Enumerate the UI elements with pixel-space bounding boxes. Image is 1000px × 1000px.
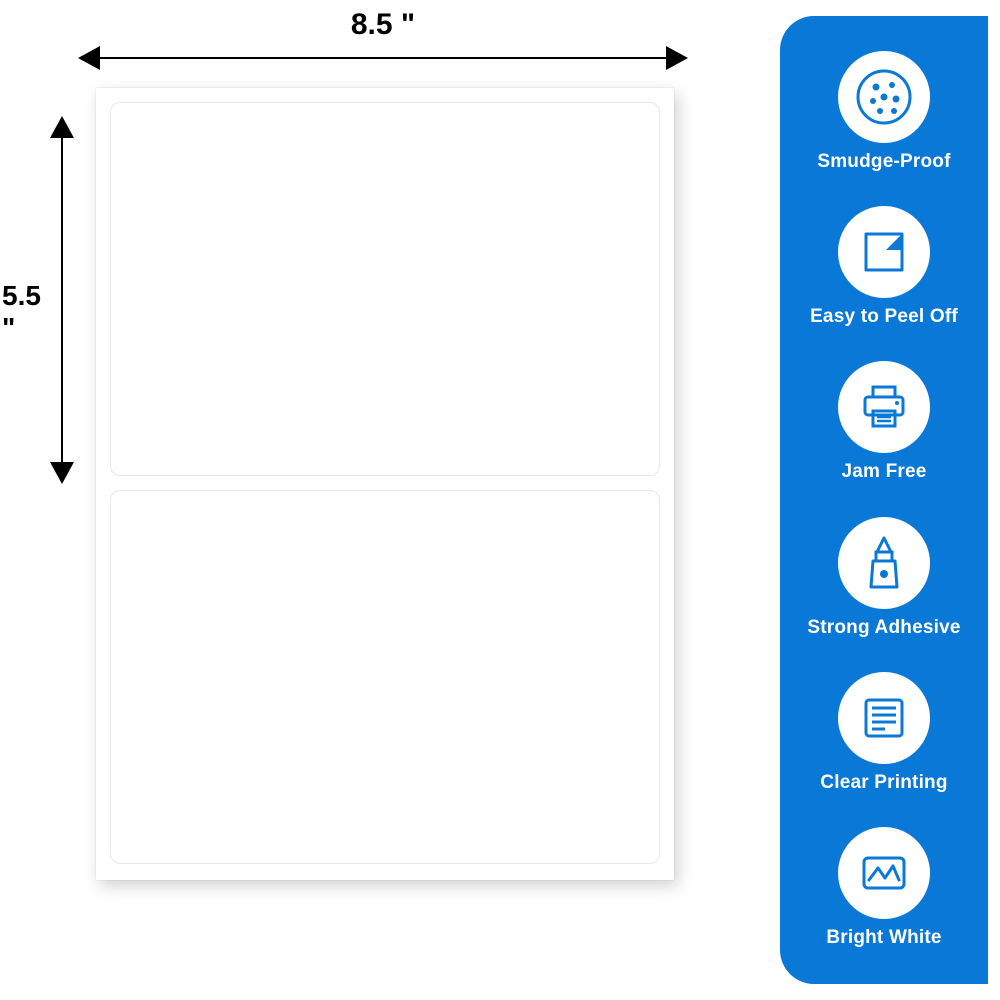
width-dimension-label: 8.5 " (78, 8, 688, 42)
feature-jam-free: Jam Free (838, 361, 930, 483)
label-area-bottom (110, 490, 660, 864)
smudge-proof-icon (838, 51, 930, 143)
feature-label: Easy to Peel Off (810, 306, 958, 328)
height-dimension-label: 5.5 " (0, 280, 58, 344)
feature-easy-peel: Easy to Peel Off (810, 206, 958, 328)
label-area-top (110, 102, 660, 476)
peel-icon (838, 206, 930, 298)
feature-clear-printing: Clear Printing (820, 672, 947, 794)
label-sheet (96, 88, 674, 880)
shine-icon (838, 827, 930, 919)
feature-sidebar: Smudge-Proof Easy to Peel Off (780, 16, 988, 984)
printer-icon (838, 361, 930, 453)
glue-icon (838, 517, 930, 609)
feature-smudge-proof: Smudge-Proof (817, 51, 950, 173)
feature-label: Strong Adhesive (807, 617, 960, 639)
feature-label: Clear Printing (820, 772, 947, 794)
width-dimension-arrow (78, 46, 688, 70)
feature-label: Smudge-Proof (817, 151, 950, 173)
feature-label: Jam Free (841, 461, 926, 483)
document-icon (838, 672, 930, 764)
feature-label: Bright White (826, 927, 941, 949)
feature-bright-white: Bright White (826, 827, 941, 949)
feature-strong-adhesive: Strong Adhesive (807, 517, 960, 639)
